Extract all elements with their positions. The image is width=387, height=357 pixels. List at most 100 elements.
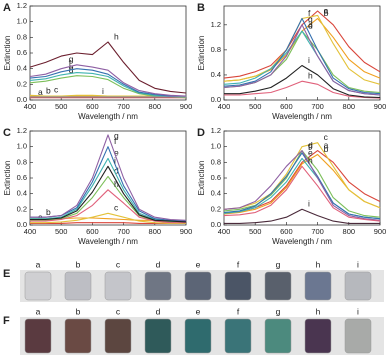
y-tick-label: 0.8 — [17, 32, 27, 41]
series-label: h — [114, 31, 119, 41]
vial-label: d — [156, 259, 161, 269]
series-label: h — [308, 70, 313, 80]
spectrum-line — [223, 152, 381, 220]
spectrum-line — [30, 212, 186, 224]
vial-label: g — [276, 259, 281, 269]
spectrum-line — [223, 150, 381, 218]
series-label: g — [69, 54, 74, 64]
y-tick-label: 0.8 — [211, 157, 221, 166]
x-axis-label: Wavelength / nm — [272, 237, 332, 246]
spectrum-line — [30, 165, 187, 223]
series-label: e — [69, 62, 74, 72]
vial — [224, 271, 252, 301]
y-axis-label: Extinction — [197, 36, 206, 71]
series-label: b — [324, 8, 329, 18]
panel-label: A — [3, 2, 11, 14]
y-tick-label: 0.0 — [17, 220, 27, 229]
x-tick-label: 700 — [117, 102, 130, 111]
spectrum-line — [223, 165, 381, 222]
series-label: i — [114, 156, 116, 166]
vial — [304, 318, 332, 354]
vial-label: i — [357, 306, 359, 316]
chart-panel: A 400 500 600 700 800 900 0.0 0.2 0.4 0.6 0.8 1.0 1.2… — [3, 1, 192, 121]
x-axis-label: Wavelength / nm — [78, 112, 138, 121]
series-label: c — [324, 5, 329, 15]
y-tick-label: 0.4 — [211, 70, 221, 79]
series-label: i — [308, 199, 310, 209]
panel-label: C — [3, 127, 11, 139]
x-axis-label: Wavelength / nm — [272, 112, 332, 121]
series-label: c — [54, 85, 59, 95]
vial — [344, 318, 372, 354]
series-label: g — [308, 140, 313, 150]
series-label: h — [308, 156, 313, 166]
y-tick-label: 1.0 — [17, 17, 27, 26]
y-tick-label: 0.0 — [17, 95, 27, 104]
y-tick-label: 1.2 — [17, 1, 27, 10]
panel-label: B — [197, 2, 205, 14]
y-tick-label: 1.2 — [211, 20, 221, 29]
y-axis-label: Extinction — [197, 161, 206, 196]
vial — [64, 271, 92, 301]
y-tick-label: 0.4 — [17, 189, 27, 198]
vial-label: f — [237, 306, 240, 316]
series-label: c — [324, 132, 329, 142]
x-tick-label: 600 — [280, 227, 293, 236]
spectrum-line — [224, 64, 381, 99]
vial-label: e — [196, 259, 201, 269]
series-label: a — [324, 5, 329, 15]
vial-label: a — [36, 306, 41, 316]
series-label: g — [308, 14, 313, 24]
vial — [24, 318, 52, 354]
y-tick-label: 0.2 — [17, 204, 27, 213]
x-tick-label: 700 — [311, 102, 324, 111]
series-label: g — [114, 130, 119, 140]
y-tick-label: 1.2 — [211, 126, 221, 135]
vial-label: c — [116, 259, 121, 269]
spectrum-line — [29, 68, 187, 98]
vial-label: h — [316, 306, 321, 316]
y-tick-label: 0.6 — [17, 173, 27, 182]
chart-panel: B 400 500 600 700 800 900 0.0 0.4 0.8 1.2 Wavelengt… — [197, 2, 386, 121]
vial — [264, 318, 292, 354]
vial — [24, 271, 52, 301]
y-tick-label: 1.0 — [211, 142, 221, 151]
series-label: h — [114, 179, 119, 189]
y-tick-label: 0.2 — [211, 204, 221, 213]
spectrum-line — [223, 150, 381, 214]
spectrum-line — [223, 24, 381, 96]
plot-frame — [223, 5, 381, 101]
vial — [184, 271, 212, 301]
series-label: i — [308, 55, 310, 65]
panel-label: D — [197, 127, 205, 139]
vial — [224, 318, 252, 354]
vial — [104, 271, 132, 301]
x-tick-label: 500 — [249, 102, 262, 111]
series-label: a — [324, 140, 329, 150]
vial — [304, 271, 332, 301]
x-tick-label: 400 — [24, 227, 37, 236]
vial-label: b — [76, 306, 81, 316]
spectrum-line — [29, 64, 187, 97]
series-label: d — [308, 20, 313, 30]
y-tick-label: 1.2 — [17, 126, 27, 135]
x-tick-label: 500 — [249, 227, 262, 236]
spectrum-line — [30, 175, 187, 224]
y-tick-label: 0.8 — [17, 157, 27, 166]
x-tick-label: 400 — [218, 102, 231, 111]
y-tick-label: 0.2 — [17, 79, 27, 88]
panel-label: E — [3, 268, 10, 280]
y-tick-label: 0.0 — [211, 220, 221, 229]
vial — [184, 318, 212, 354]
x-tick-label: 900 — [374, 102, 387, 111]
spectrum-line — [224, 80, 381, 99]
y-tick-label: 0.4 — [17, 64, 27, 73]
vial-label: h — [316, 259, 321, 269]
y-axis-label: Extinction — [3, 161, 12, 196]
spectrum-line — [223, 17, 381, 82]
x-tick-label: 500 — [55, 102, 68, 111]
series-label: f — [114, 136, 117, 146]
vial-label: a — [36, 259, 41, 269]
x-tick-label: 900 — [374, 227, 387, 236]
series-label: e — [114, 148, 119, 158]
